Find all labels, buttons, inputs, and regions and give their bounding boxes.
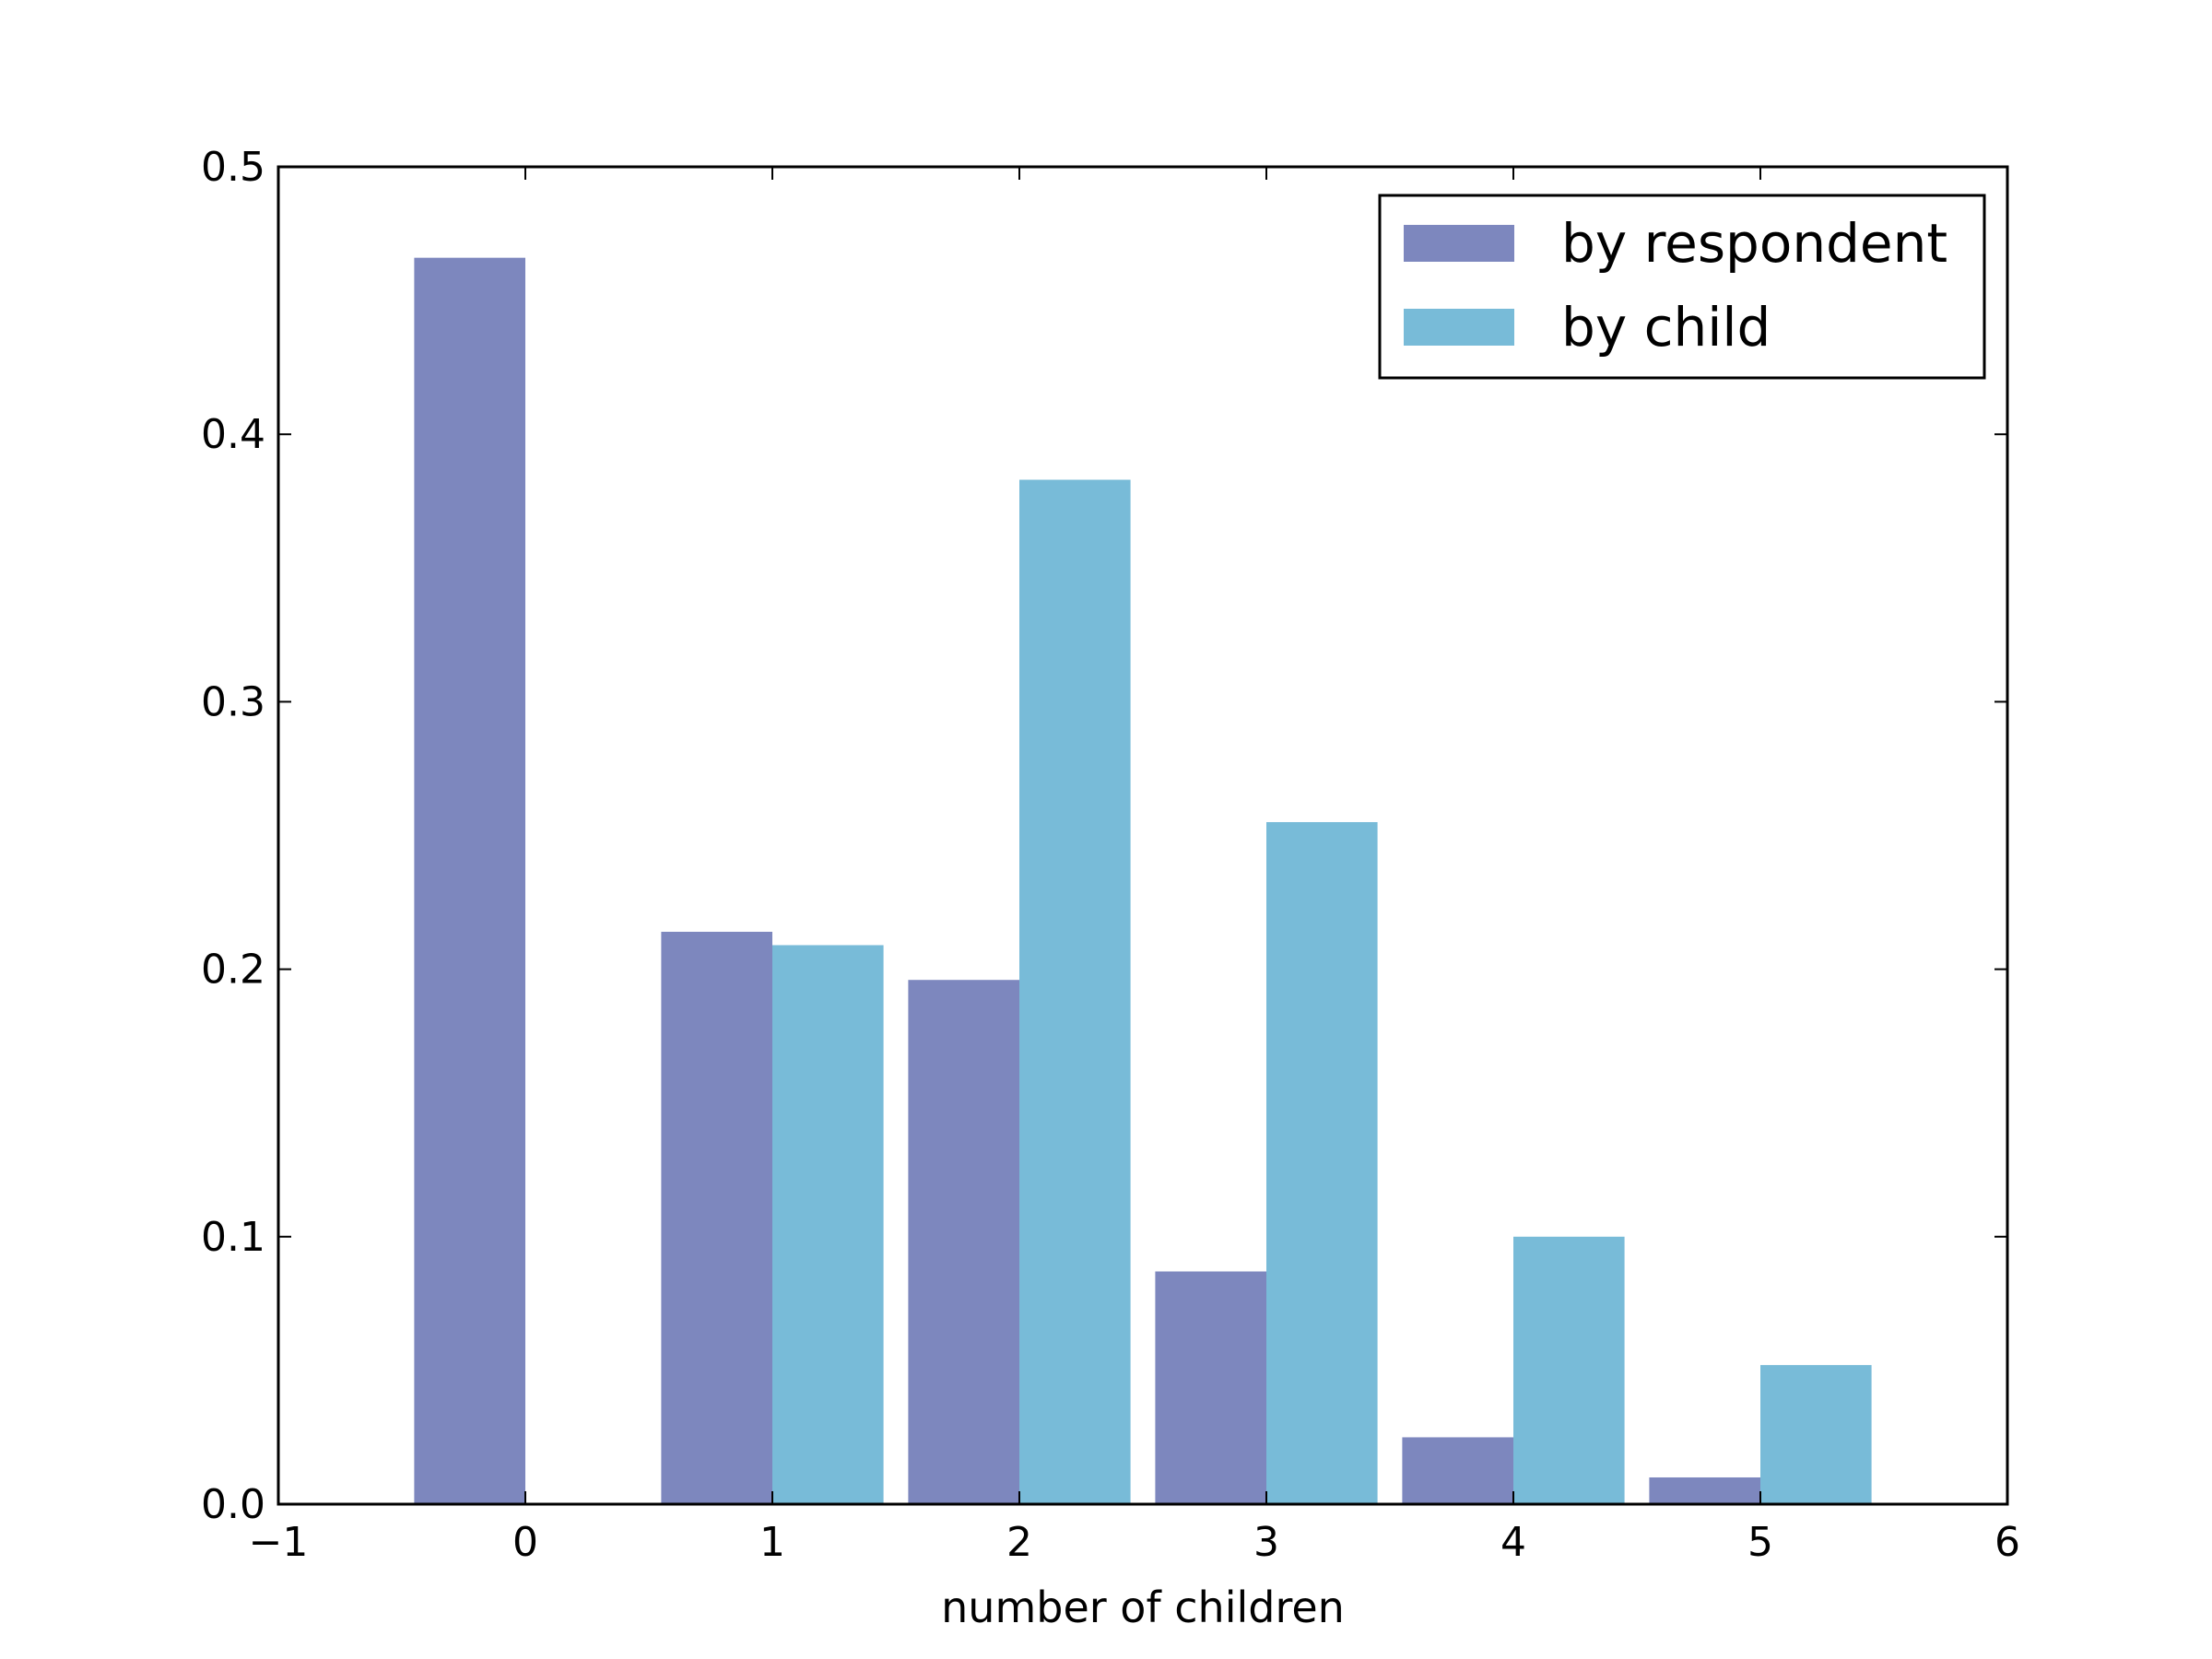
bar-by-respondent-1 (661, 931, 772, 1504)
plot-frame (276, 165, 2009, 1506)
y-tick-label: 0.1 (201, 1214, 265, 1261)
x-axis-label: number of children (941, 1583, 1345, 1632)
bar-by-child-5 (1760, 1365, 1872, 1504)
x-tick-label: 1 (759, 1519, 785, 1566)
legend: by respondent by child (1378, 194, 1986, 380)
legend-entry-label: by child (1561, 296, 1771, 359)
x-tick-label: 3 (1253, 1519, 1279, 1566)
legend-swatch (1404, 309, 1514, 346)
ticks-layer: −1 0 1 2 3 4 5 6 0.0 0.1 0.2 0.3 0.4 0.5 (201, 144, 2020, 1566)
y-tick-label: 0.2 (201, 947, 265, 994)
bar-by-respondent-2 (908, 980, 1019, 1504)
bar-by-respondent-4 (1402, 1437, 1513, 1504)
legend-swatch (1404, 225, 1514, 262)
x-tick-label: 5 (1747, 1519, 1773, 1566)
bar-by-child-2 (1019, 479, 1131, 1505)
bar-by-respondent-0 (414, 257, 525, 1505)
x-tick-label: 2 (1006, 1519, 1032, 1566)
x-tick-label: 4 (1500, 1519, 1526, 1566)
bar-by-child-3 (1266, 821, 1378, 1504)
x-tick-label: 6 (1994, 1519, 2020, 1566)
legend-entry-label: by respondent (1561, 212, 1947, 275)
y-tick-label: 0.5 (201, 144, 265, 191)
bar-by-child-1 (772, 945, 884, 1504)
y-tick-label: 0.0 (201, 1481, 265, 1528)
bars-layer (414, 257, 1872, 1505)
bar-by-child-4 (1513, 1236, 1625, 1504)
x-tick-label: 0 (512, 1519, 538, 1566)
x-tick-label: −1 (249, 1519, 309, 1566)
y-tick-label: 0.4 (201, 411, 265, 458)
bar-by-respondent-3 (1155, 1271, 1266, 1504)
y-tick-label: 0.3 (201, 678, 265, 725)
bar-by-respondent-5 (1649, 1477, 1760, 1504)
